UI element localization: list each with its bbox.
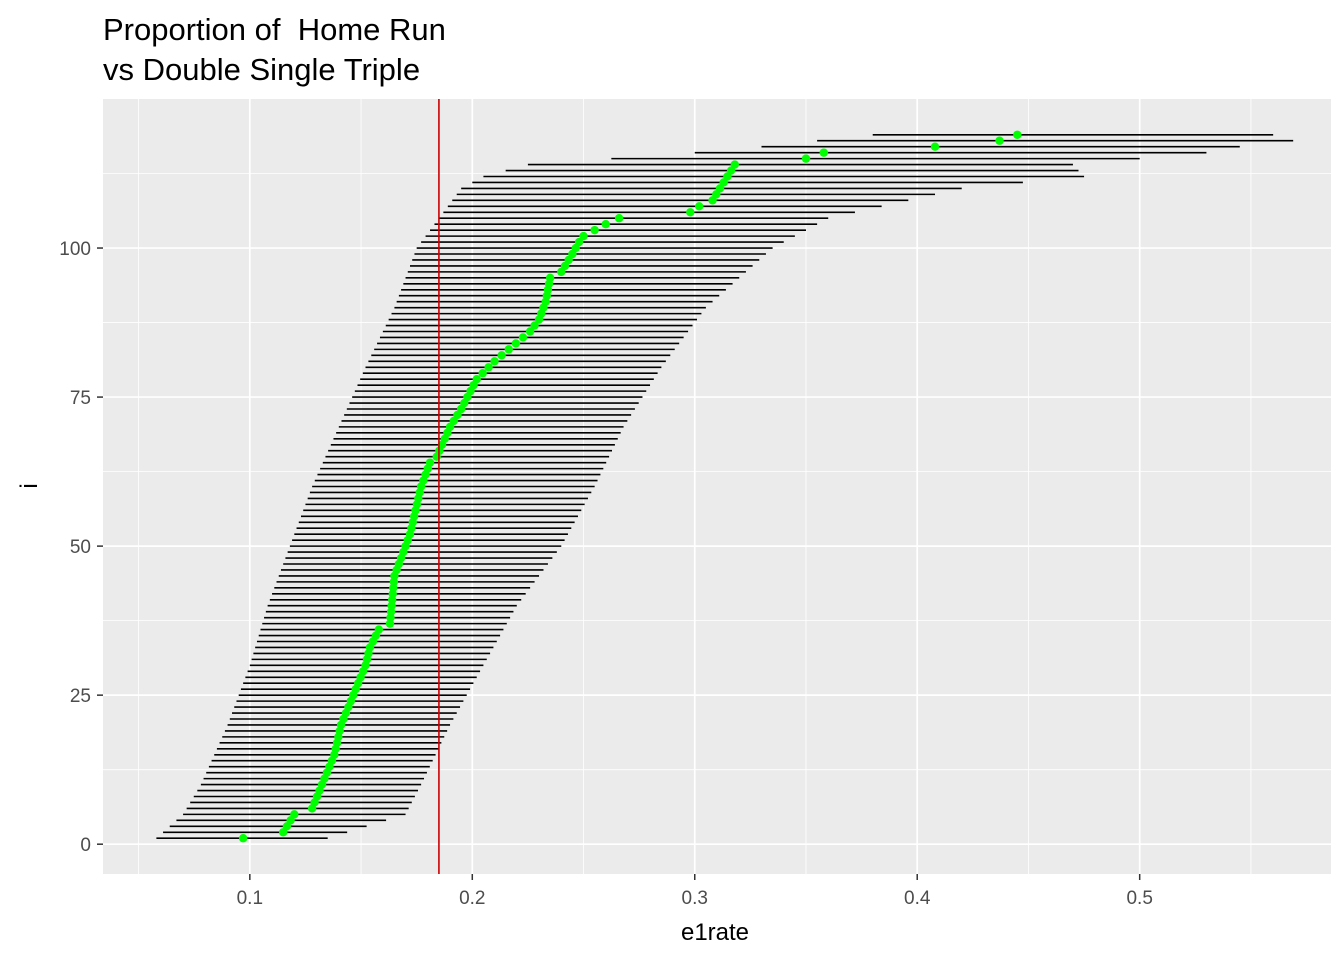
chart-title: Proportion of Home Run vs Double Single …: [103, 10, 446, 90]
data-point: [590, 225, 599, 235]
x-tick-label: 0.5: [1126, 888, 1152, 909]
data-point: [238, 834, 248, 843]
y-tick-label: 75: [70, 388, 91, 409]
data-point: [504, 345, 513, 354]
chart-title-line-1: Proportion of Home Run: [103, 12, 446, 47]
data-point: [511, 339, 521, 348]
x-tick-label: 0.2: [459, 888, 485, 909]
data-point: [478, 369, 487, 378]
y-tick-label: 50: [70, 537, 91, 558]
data-point: [995, 136, 1004, 145]
data-point: [545, 273, 555, 283]
y-tick-label: 100: [59, 239, 91, 260]
x-axis: 0.1 0.2 0.3 0.4 0.5: [237, 874, 1153, 909]
data-point: [425, 458, 435, 467]
data-point: [290, 810, 299, 819]
data-point: [801, 154, 811, 163]
x-tick-label: 0.4: [904, 888, 931, 909]
data-point: [686, 208, 695, 217]
data-point: [819, 148, 828, 157]
data-point: [1013, 130, 1022, 139]
x-axis-title: e1rate: [681, 919, 749, 946]
data-point: [472, 374, 481, 384]
data-point: [601, 219, 610, 229]
data-point: [530, 321, 539, 330]
x-tick-label: 0.3: [682, 888, 708, 909]
data-point: [730, 160, 739, 169]
data-point: [574, 237, 584, 247]
data-point: [497, 351, 506, 360]
y-tick-label: 25: [70, 686, 91, 707]
data-point: [518, 333, 528, 342]
chart-title-line-2: vs Double Single Triple: [103, 52, 421, 87]
minor-gridlines: [103, 99, 1331, 874]
data-points: [238, 130, 1022, 843]
y-axis-title: i: [16, 483, 43, 488]
x-tick-label: 0.1: [237, 888, 263, 909]
data-point: [525, 327, 535, 336]
y-tick-label: 0: [80, 835, 91, 856]
data-point: [484, 363, 493, 372]
data-point: [930, 142, 940, 151]
data-point: [614, 214, 624, 223]
y-axis: 0 25 50 75 100: [59, 239, 103, 856]
data-point: [579, 231, 588, 241]
data-point: [490, 357, 499, 366]
data-point: [695, 202, 704, 211]
plot-panel: [103, 99, 1331, 874]
data-point: [374, 625, 384, 634]
